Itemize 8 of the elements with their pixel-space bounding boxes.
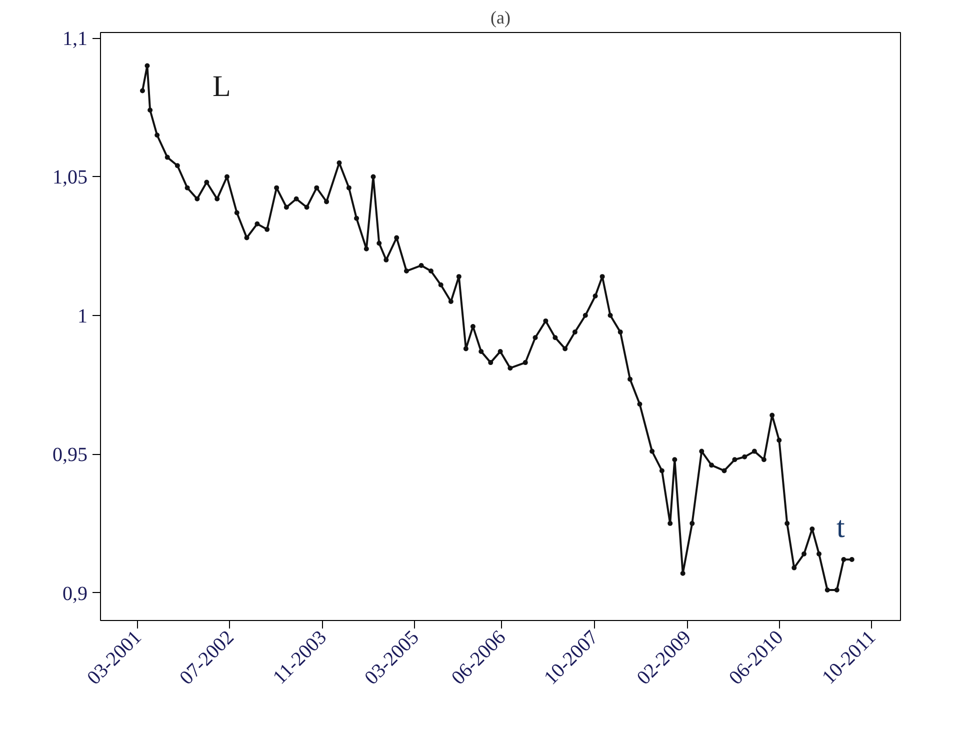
chart-title: (a) [490,8,510,28]
y-tick-label: 1,05 [52,166,88,189]
y-tick-label: 0,9 [62,582,88,605]
y-tick-label: 1 [78,305,88,328]
y-tick-label: 1,1 [62,28,88,50]
annotation: L [212,70,231,104]
annotation: t [836,511,846,544]
y-tick-label: 0,95 [52,444,88,466]
